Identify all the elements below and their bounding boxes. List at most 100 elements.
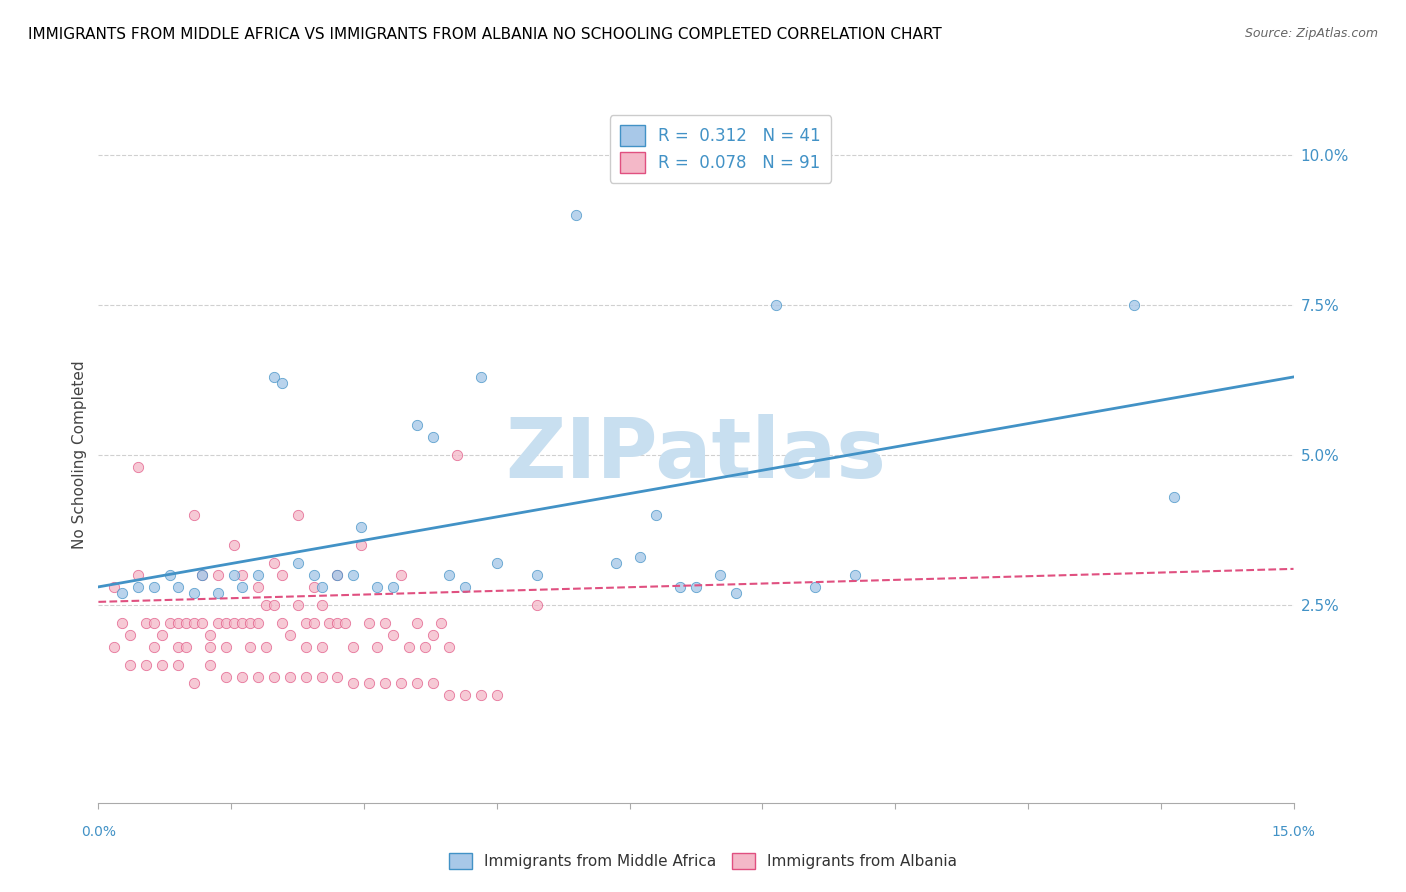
Point: [382, 628, 405, 642]
Point: [311, 580, 333, 594]
Point: [270, 376, 292, 390]
Point: [191, 567, 214, 582]
Point: [231, 580, 253, 594]
Text: IMMIGRANTS FROM MIDDLE AFRICA VS IMMIGRANTS FROM ALBANIA NO SCHOOLING COMPLETED : IMMIGRANTS FROM MIDDLE AFRICA VS IMMIGRA…: [28, 27, 942, 42]
Point: [422, 430, 444, 444]
Point: [120, 657, 142, 672]
Point: [374, 676, 396, 690]
Point: [263, 556, 285, 570]
Point: [159, 615, 181, 630]
Point: [359, 676, 381, 690]
Point: [326, 670, 349, 684]
Point: [302, 567, 325, 582]
Point: [222, 567, 245, 582]
Legend: R =  0.312   N = 41, R =  0.078   N = 91: R = 0.312 N = 41, R = 0.078 N = 91: [610, 115, 831, 183]
Point: [278, 670, 301, 684]
Point: [605, 556, 627, 570]
Point: [326, 615, 349, 630]
Point: [437, 688, 460, 702]
Point: [263, 598, 285, 612]
Point: [342, 640, 364, 654]
Point: [311, 670, 333, 684]
Point: [246, 670, 269, 684]
Point: [406, 615, 429, 630]
Point: [254, 640, 277, 654]
Point: [350, 520, 373, 534]
Point: [150, 628, 173, 642]
Point: [215, 640, 238, 654]
Point: [366, 580, 388, 594]
Point: [765, 298, 787, 312]
Point: [263, 670, 285, 684]
Point: [231, 567, 253, 582]
Point: [263, 370, 285, 384]
Point: [174, 615, 197, 630]
Point: [294, 670, 316, 684]
Point: [406, 676, 429, 690]
Point: [526, 598, 548, 612]
Point: [111, 615, 134, 630]
Point: [231, 615, 253, 630]
Point: [318, 615, 340, 630]
Point: [287, 598, 309, 612]
Point: [342, 676, 364, 690]
Point: [174, 640, 197, 654]
Point: [645, 508, 668, 522]
Point: [628, 549, 651, 564]
Point: [454, 688, 477, 702]
Point: [685, 580, 707, 594]
Point: [374, 615, 396, 630]
Point: [437, 640, 460, 654]
Point: [183, 676, 205, 690]
Point: [422, 676, 444, 690]
Point: [215, 670, 238, 684]
Point: [127, 580, 149, 594]
Text: 0.0%: 0.0%: [82, 825, 115, 839]
Point: [287, 508, 309, 522]
Point: [135, 657, 157, 672]
Point: [127, 567, 149, 582]
Point: [526, 567, 548, 582]
Point: [470, 688, 492, 702]
Point: [198, 657, 221, 672]
Point: [389, 567, 412, 582]
Point: [207, 567, 229, 582]
Point: [270, 567, 292, 582]
Point: [565, 208, 588, 222]
Point: [359, 615, 381, 630]
Point: [485, 688, 508, 702]
Point: [294, 640, 316, 654]
Point: [143, 615, 166, 630]
Point: [311, 598, 333, 612]
Point: [382, 580, 405, 594]
Point: [406, 417, 429, 432]
Point: [430, 615, 453, 630]
Point: [246, 615, 269, 630]
Point: [120, 628, 142, 642]
Point: [470, 370, 492, 384]
Point: [270, 615, 292, 630]
Point: [804, 580, 827, 594]
Text: Source: ZipAtlas.com: Source: ZipAtlas.com: [1244, 27, 1378, 40]
Point: [254, 598, 277, 612]
Point: [135, 615, 157, 630]
Point: [167, 580, 190, 594]
Point: [103, 580, 125, 594]
Point: [1123, 298, 1146, 312]
Point: [294, 615, 316, 630]
Point: [278, 628, 301, 642]
Point: [302, 615, 325, 630]
Point: [231, 670, 253, 684]
Point: [326, 567, 349, 582]
Point: [167, 640, 190, 654]
Point: [103, 640, 125, 654]
Point: [222, 615, 245, 630]
Point: [335, 615, 357, 630]
Point: [389, 676, 412, 690]
Point: [454, 580, 477, 594]
Point: [167, 657, 190, 672]
Point: [669, 580, 692, 594]
Point: [207, 615, 229, 630]
Point: [422, 628, 444, 642]
Point: [111, 586, 134, 600]
